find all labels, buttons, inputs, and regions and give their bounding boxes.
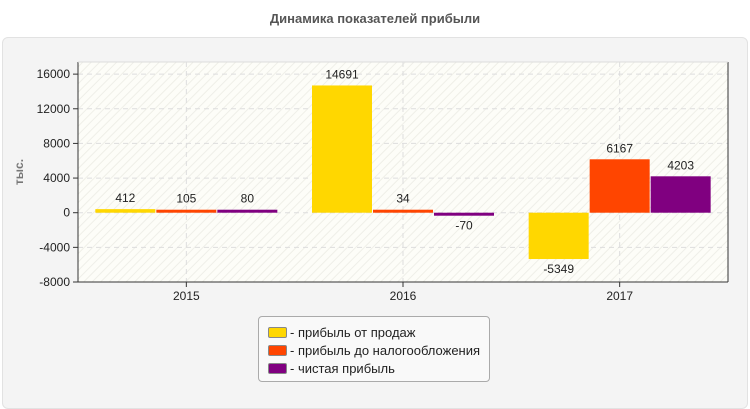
- data-label: 105: [176, 192, 196, 206]
- bar-2016-2: [434, 212, 494, 216]
- legend-item: - прибыль до налогообложения: [268, 341, 489, 359]
- data-label: -5349: [543, 262, 574, 276]
- data-label: -70: [455, 219, 473, 233]
- data-label: 412: [115, 191, 135, 205]
- data-label: 6167: [606, 141, 633, 155]
- y-tick-label: 0: [63, 206, 70, 220]
- bar-2017-0: [528, 212, 589, 260]
- chart-legend: - прибыль от продаж - прибыль до налогооб…: [258, 316, 490, 382]
- x-tick-label: 2016: [390, 289, 417, 303]
- y-tick-label: 4000: [43, 171, 70, 185]
- legend-label: - чистая прибыль: [290, 360, 395, 376]
- bar-2017-1: [589, 159, 650, 213]
- y-tick-label: -4000: [39, 240, 70, 254]
- legend-item: - чистая прибыль: [268, 359, 489, 377]
- y-axis-label: тыс.: [12, 159, 26, 185]
- bar-2015-0: [95, 209, 156, 213]
- chart-plot: -8000 -4000 0 4000 8000 12000 16000 2015 2016 201…: [12, 61, 729, 303]
- data-label: 80: [241, 192, 255, 206]
- bar-2015-2: [217, 209, 278, 213]
- y-tick-label: 16000: [37, 67, 71, 81]
- x-tick-label: 2015: [173, 289, 200, 303]
- bar-2016-0: [312, 85, 372, 213]
- legend-label: - прибыль от продаж: [290, 324, 416, 340]
- data-label: 34: [396, 192, 410, 206]
- legend-item: - прибыль от продаж: [268, 323, 489, 341]
- x-tick-label: 2017: [606, 289, 633, 303]
- legend-swatch: [268, 344, 287, 356]
- bar-2017-2: [650, 176, 711, 213]
- legend-swatch: [268, 362, 287, 374]
- bar-2016-1: [373, 209, 433, 213]
- legend-swatch: [268, 326, 287, 338]
- chart-title: Динамика показателей прибыли: [269, 11, 481, 26]
- y-tick-label: 8000: [43, 136, 70, 150]
- y-tick-label: 12000: [37, 102, 71, 116]
- bar-2015-1: [156, 209, 217, 213]
- data-label: 14691: [325, 67, 359, 81]
- legend-label: - прибыль до налогообложения: [290, 342, 481, 358]
- y-tick-label: -8000: [39, 275, 70, 289]
- data-label: 4203: [667, 158, 694, 172]
